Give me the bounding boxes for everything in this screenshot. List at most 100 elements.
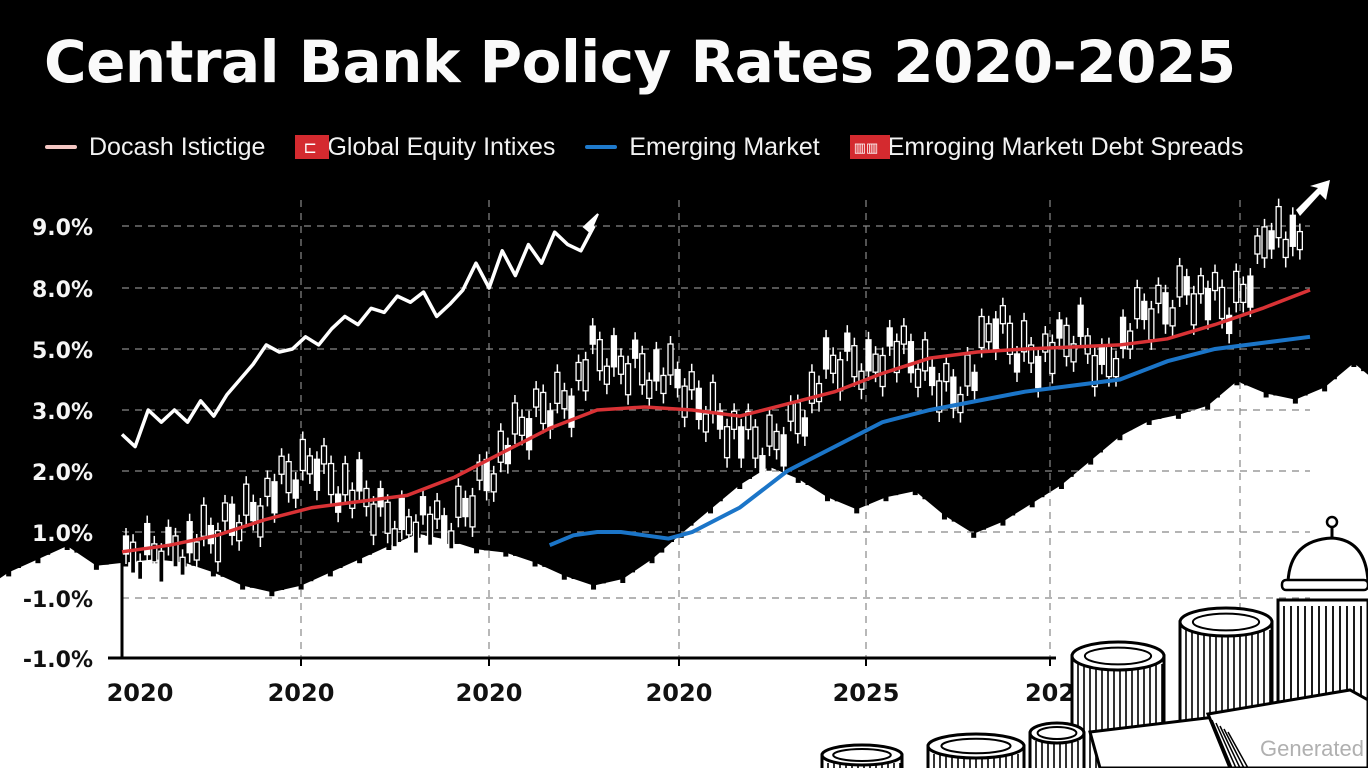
volume-bar — [1302, 363, 1308, 396]
bank-coins-illustration — [820, 515, 1368, 768]
candle-body — [822, 337, 830, 370]
candle-body — [1268, 230, 1275, 250]
candle-body — [688, 371, 695, 391]
volume-bar — [912, 463, 918, 496]
candle-body — [738, 426, 745, 459]
volume-bar — [103, 532, 109, 565]
banknote-hatch — [1223, 728, 1245, 768]
volume-bar — [1253, 353, 1259, 386]
candle-body — [511, 402, 519, 435]
volume-bar — [1146, 392, 1152, 425]
candle-body — [1225, 314, 1233, 335]
y-tick-label: -1.0% — [23, 588, 93, 613]
candle-body — [497, 430, 504, 463]
dome-rim — [1280, 578, 1368, 592]
legend-item-1[interactable]: ⊏ Global Equity Intixes — [295, 133, 555, 162]
volume-bar — [318, 540, 324, 573]
candle-body — [391, 528, 398, 548]
candle-body — [1247, 275, 1254, 308]
volume-bar — [308, 549, 314, 582]
legend-item-2[interactable]: Emerging Market — [585, 133, 820, 162]
candle-body — [1204, 287, 1212, 321]
candle-body — [907, 341, 915, 374]
candle-body — [1027, 344, 1035, 364]
candle-body — [582, 359, 589, 392]
big-up-arrow-icon — [1296, 180, 1330, 216]
volume-bar — [6, 544, 12, 577]
coin-stack-icon — [926, 732, 1026, 768]
volume-bar — [1341, 335, 1347, 368]
volume-bar — [474, 521, 480, 554]
volume-bar — [776, 438, 782, 471]
candle-body — [787, 402, 794, 422]
candle-body — [1296, 230, 1304, 251]
candle-body — [1063, 324, 1070, 358]
volume-bar — [785, 438, 791, 471]
candle-body — [363, 487, 370, 508]
volume-bar — [824, 469, 830, 502]
x-tick-label: 2020 — [646, 679, 713, 707]
candle-body — [886, 327, 893, 347]
volume-bar — [542, 534, 548, 567]
volume-bar — [1166, 380, 1172, 413]
candle-body — [801, 417, 809, 437]
candle-body — [815, 382, 823, 403]
candle-body — [448, 530, 455, 550]
volume-bar — [561, 547, 567, 580]
volume-bar — [1263, 365, 1269, 398]
candle-body — [1240, 283, 1247, 304]
volume-bar — [1117, 408, 1123, 441]
candle-body — [1126, 330, 1134, 350]
candle-body — [158, 550, 165, 583]
volume-bar — [1088, 432, 1094, 465]
candle-body — [829, 354, 837, 374]
volume-bar — [1351, 335, 1357, 367]
candle-body — [214, 530, 222, 563]
volume-bar — [1019, 473, 1025, 506]
candle-body — [646, 379, 653, 399]
candle-body — [1013, 353, 1021, 373]
volume-bar — [756, 436, 762, 469]
volume-bar — [1000, 493, 1006, 526]
legend-swatch-box-icon: ⊏ — [295, 135, 330, 159]
candle-body — [674, 368, 681, 389]
volume-bar — [932, 471, 938, 504]
legend-swatch-box-icon: ▥▥ — [849, 135, 890, 159]
coin-rim — [940, 737, 1012, 755]
candle-body — [1275, 205, 1282, 239]
candle-body — [1254, 235, 1261, 255]
coin-rim — [1083, 646, 1153, 666]
legend-item-0[interactable]: Docash Istictige — [45, 133, 265, 162]
volume-bar — [240, 557, 246, 590]
volume-bar — [630, 540, 636, 573]
y-tick-label: 3.0% — [32, 400, 93, 425]
candle-body — [561, 390, 568, 410]
volume-bar — [366, 522, 372, 555]
volume-bar — [941, 487, 947, 520]
volume-bar — [230, 545, 236, 578]
volume-bar — [288, 551, 294, 584]
volume-bar — [1195, 372, 1201, 405]
coin-rim — [1191, 612, 1261, 632]
legend-item-3[interactable]: ▥▥ Emroging Marketι Debt Spreads — [849, 132, 1244, 162]
legend-label: Emroging Marketι Debt Spreads — [887, 132, 1244, 161]
volume-bar — [1244, 353, 1250, 386]
volume-bar — [532, 534, 538, 567]
candle-body — [921, 339, 929, 372]
candle-body — [950, 376, 957, 409]
volume-bar — [834, 469, 840, 502]
candle-body — [235, 522, 243, 542]
candle-body — [1176, 265, 1183, 298]
candle-body — [723, 426, 731, 459]
candle-body — [1049, 341, 1056, 375]
candle-body — [412, 521, 420, 554]
volume-bar — [93, 537, 99, 570]
candle-body — [1006, 322, 1014, 355]
volume-bar — [337, 536, 343, 568]
candle-body — [342, 463, 349, 496]
candle-body — [681, 385, 688, 418]
candle-body — [398, 497, 405, 531]
candle-body — [589, 325, 596, 345]
candle-body — [419, 496, 427, 516]
volume-bar — [688, 493, 694, 526]
